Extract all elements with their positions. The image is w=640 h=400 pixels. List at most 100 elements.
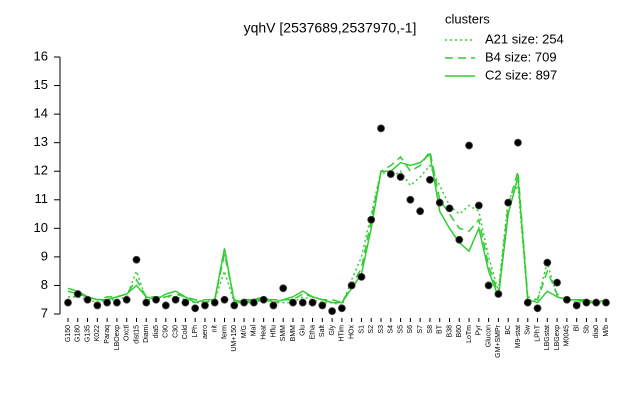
data-point xyxy=(328,307,337,316)
data-point xyxy=(308,298,317,307)
x-tick-label: SMM xyxy=(280,325,287,342)
data-point xyxy=(132,255,141,264)
x-tick-label: M/b xyxy=(603,325,610,337)
x-tick-label: LoTm xyxy=(466,325,473,343)
data-point xyxy=(171,295,180,304)
x-tick-label: Mal xyxy=(251,325,258,337)
x-tick-label: Oxctl xyxy=(124,325,131,341)
data-point xyxy=(406,195,415,204)
data-point xyxy=(73,290,82,298)
data-point xyxy=(83,295,92,304)
data-point xyxy=(465,141,473,150)
x-tick-label: M/G xyxy=(241,325,248,338)
x-tick-label: S5 xyxy=(397,325,404,334)
y-tick-label: 16 xyxy=(34,48,48,63)
x-tick-label: BT xyxy=(437,324,444,334)
data-point xyxy=(191,304,200,313)
legend-label: B4 size: 709 xyxy=(485,49,557,64)
x-tick-label: BMM xyxy=(290,325,297,342)
x-tick-label: GM+SMPr xyxy=(495,324,502,358)
x-tick-label: S3 xyxy=(378,325,385,334)
x-tick-label: S8 xyxy=(427,325,434,334)
data-point xyxy=(240,298,248,307)
data-point xyxy=(347,281,356,290)
x-tick-label: LBGexp xyxy=(554,325,561,350)
data-point xyxy=(523,298,532,307)
x-tick-label: Glu xyxy=(300,325,307,336)
x-tick-label: S7 xyxy=(417,325,424,334)
x-tick-label: B60 xyxy=(456,325,463,338)
x-tick-label: nit xyxy=(212,325,219,332)
data-point xyxy=(230,301,239,310)
x-tick-label: dia5 xyxy=(153,325,160,338)
data-point xyxy=(553,278,561,287)
data-point xyxy=(386,170,395,178)
data-point xyxy=(562,295,571,304)
x-tick-label: Hflu xyxy=(270,325,277,338)
data-point xyxy=(298,298,307,307)
x-tick-label: C90 xyxy=(163,325,170,338)
x-tick-label: K022 xyxy=(94,325,101,341)
data-point xyxy=(435,198,444,207)
legend-title: clusters xyxy=(445,11,490,26)
data-point xyxy=(582,298,591,307)
x-tick-label: Bl xyxy=(573,325,580,332)
x-tick-label: S1 xyxy=(358,325,365,334)
x-tick-label: dia0 xyxy=(593,325,600,338)
data-point xyxy=(377,124,385,133)
y-tick-label: 15 xyxy=(34,77,48,92)
x-tick-label: Pyr xyxy=(476,324,483,335)
x-tick-label: LBOexp xyxy=(114,325,121,350)
data-point xyxy=(161,301,170,310)
x-tick-label: M9-stat xyxy=(515,325,522,348)
data-point xyxy=(210,298,219,307)
data-point xyxy=(504,198,513,207)
y-tick-label: 11 xyxy=(35,191,49,206)
data-point xyxy=(113,298,121,307)
data-point xyxy=(152,295,160,304)
data-point xyxy=(494,290,503,298)
x-tick-label: Etha xyxy=(309,325,316,340)
data-point xyxy=(445,204,454,213)
y-tick-label: 12 xyxy=(34,163,48,178)
y-tick-label: 13 xyxy=(34,134,48,149)
data-point xyxy=(474,201,483,210)
x-tick-label: Diami xyxy=(143,325,150,343)
data-point xyxy=(455,235,464,244)
data-point xyxy=(592,298,601,307)
x-tick-label: Heat xyxy=(260,325,267,340)
x-tick-label: dist15 xyxy=(133,325,140,344)
x-tick-label: LPh xyxy=(192,325,199,338)
x-tick-label: S4 xyxy=(388,325,395,334)
x-tick-label: G150 xyxy=(65,325,72,342)
x-tick-label: LPhT xyxy=(534,324,541,341)
x-tick-label: HTim xyxy=(339,325,346,342)
y-tick-label: 8 xyxy=(41,277,48,292)
x-tick-label: BC xyxy=(505,325,512,335)
data-point xyxy=(259,295,268,304)
data-point xyxy=(279,284,288,293)
x-tick-label: UM+150 xyxy=(231,325,238,352)
x-tick-label: C30 xyxy=(172,325,179,338)
x-tick-label: HOx xyxy=(349,325,356,340)
chart-title: yqhV [2537689,2537970,-1] xyxy=(244,20,417,36)
x-tick-label: Paraq xyxy=(104,325,111,344)
series-line xyxy=(67,149,607,304)
series-line xyxy=(67,152,607,304)
data-point xyxy=(249,298,258,307)
data-point xyxy=(426,175,434,184)
x-tick-label: Cold xyxy=(182,325,189,340)
x-tick-label: G180 xyxy=(75,325,82,342)
data-point xyxy=(220,295,229,304)
data-point xyxy=(572,301,581,310)
x-tick-label: G135 xyxy=(84,325,91,342)
x-tick-label: Salt xyxy=(319,325,326,337)
data-point xyxy=(533,304,542,313)
data-point xyxy=(484,281,493,290)
x-tick-label: Glucon xyxy=(485,325,492,347)
x-tick-label: Sw xyxy=(525,324,532,335)
data-point xyxy=(543,258,552,267)
legend-label: A21 size: 254 xyxy=(485,31,564,46)
x-tick-label: B38 xyxy=(446,325,453,338)
